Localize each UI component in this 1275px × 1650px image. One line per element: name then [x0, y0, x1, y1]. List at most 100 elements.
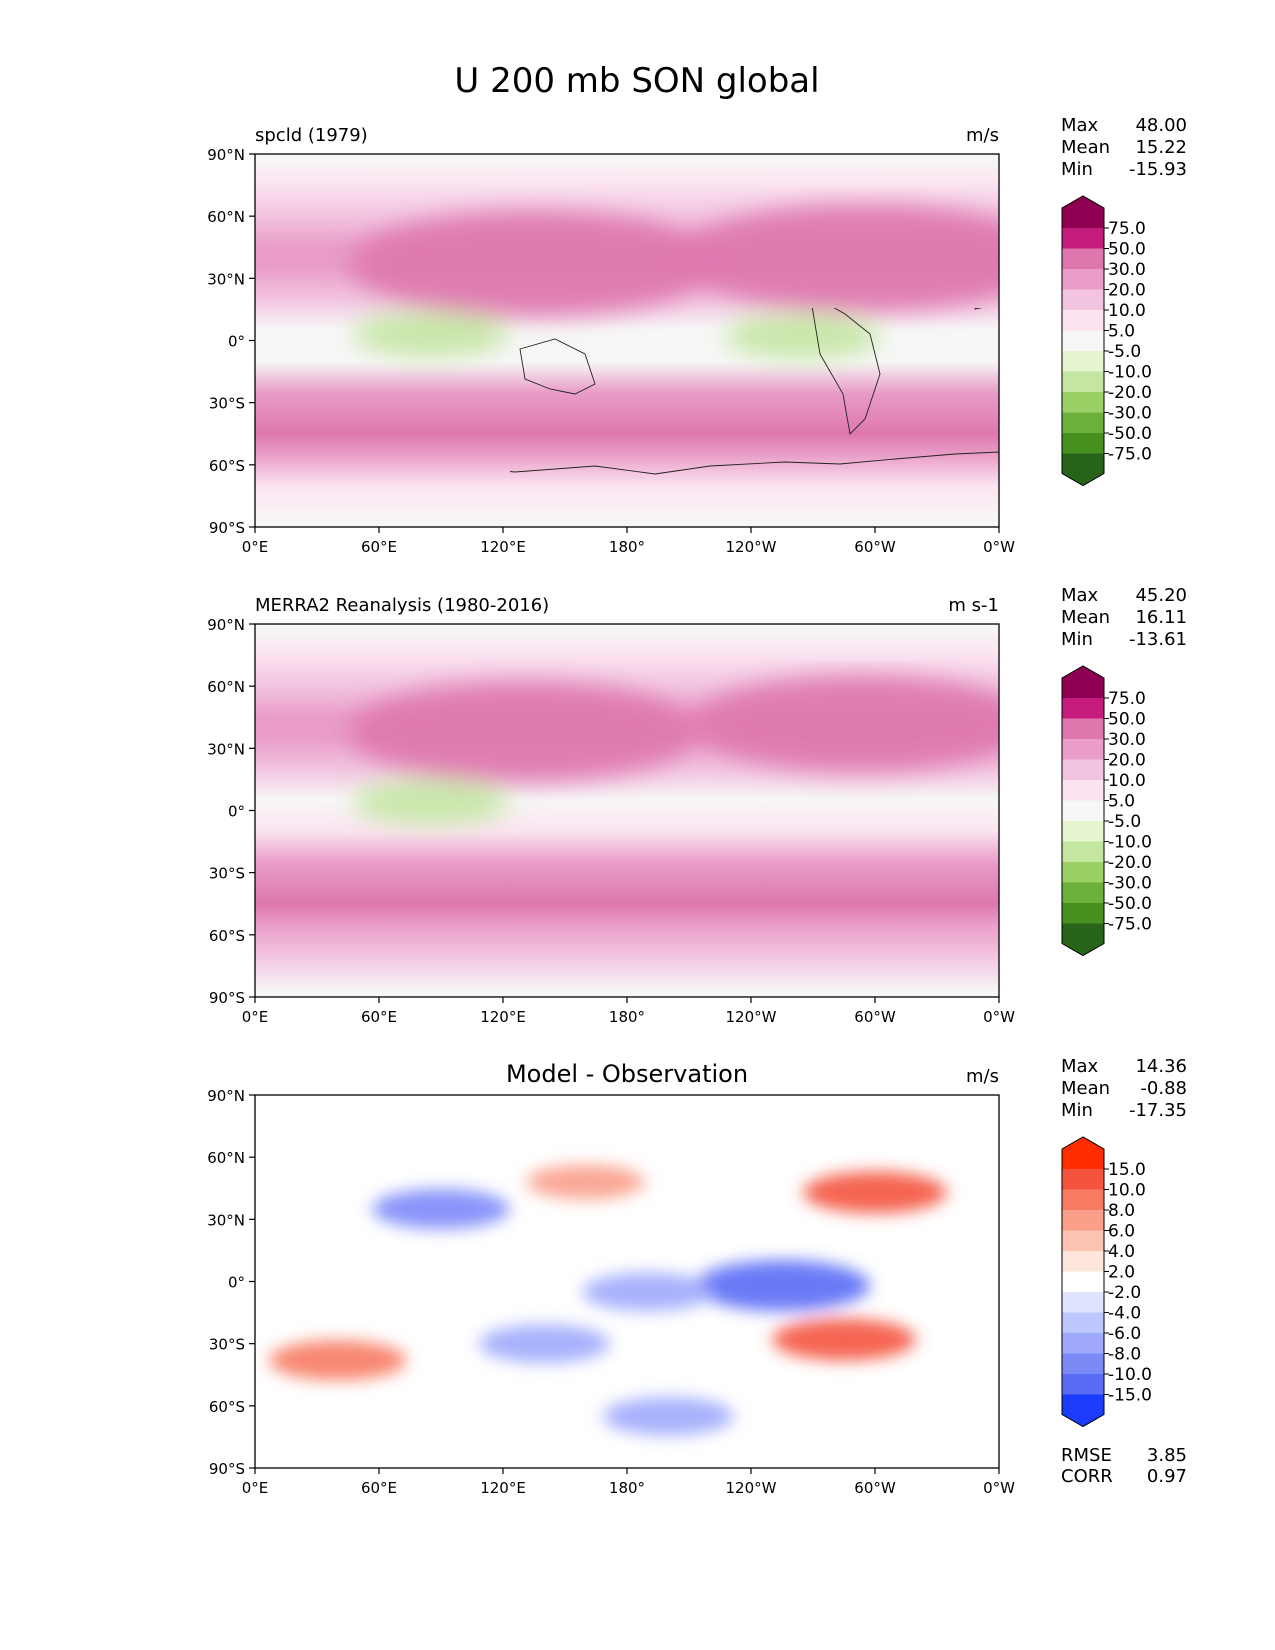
panel-units: m/s — [966, 1066, 999, 1087]
colorbar-tick-label: -50.0 — [1108, 894, 1152, 914]
x-tick-label: 120°E — [480, 1479, 526, 1497]
field-anomalies — [349, 675, 999, 826]
colorbar-segment — [1062, 248, 1104, 270]
x-tick-label: 60°E — [361, 1479, 397, 1497]
x-tick-label: 0°W — [983, 538, 1015, 556]
colorbar-extension-bottom — [1062, 453, 1104, 486]
stat-value-min: -17.35 — [1129, 1100, 1187, 1121]
colorbar-tick-label: 4.0 — [1108, 1242, 1135, 1262]
x-tick-label: 60°W — [854, 538, 896, 556]
x-tick-label: 180° — [609, 1008, 645, 1026]
colorbar-segment — [1062, 330, 1104, 352]
colorbar-tick-label: 30.0 — [1108, 730, 1146, 750]
y-tick-label: 0° — [228, 803, 245, 821]
stat-value-min: -13.61 — [1129, 629, 1187, 650]
x-tick-label: 60°W — [854, 1008, 896, 1026]
y-tick-label: 60°N — [207, 678, 245, 696]
anomaly-central-pacific-negative — [582, 1272, 714, 1312]
y-tick-label: 60°S — [209, 1398, 245, 1416]
panel-units: m/s — [966, 125, 999, 146]
panel-observation: MERRA2 Reanalysis (1980-2016) m s-1 90°N 60… — [207, 585, 1187, 1026]
colorbar-segment — [1062, 1251, 1104, 1272]
colorbar-segment — [1062, 1292, 1104, 1313]
colorbar-tick-label: 2.0 — [1108, 1263, 1135, 1283]
colorbar-tick-label: 20.0 — [1108, 751, 1146, 771]
colorbar-tick-label: -15.0 — [1108, 1386, 1152, 1406]
anomaly-indian-ocean-easterlies — [352, 311, 510, 358]
colorbar-tick-label: 10.0 — [1108, 771, 1146, 791]
colorbar-segment — [1062, 1312, 1104, 1334]
y-tick-label: 90°S — [209, 989, 245, 1007]
stat-value-min: -15.93 — [1129, 159, 1187, 180]
anomaly-north-atlantic-positive — [803, 1171, 947, 1214]
corr-value: 0.97 — [1147, 1466, 1187, 1487]
stat-label-max: Max — [1061, 1056, 1099, 1077]
y-tick-label: 90°N — [207, 616, 245, 634]
colorbar-tick-label: 6.0 — [1108, 1222, 1135, 1242]
colorbar: 75.050.030.020.010.05.0-5.0-10.0-20.0-30… — [1061, 665, 1152, 957]
colorbar-tick-label: 5.0 — [1108, 792, 1135, 812]
panel-difference: Model - Observation m/s 90°N 60°N 30°N 0° 30°S… — [207, 1056, 1187, 1497]
stat-label-min: Min — [1061, 629, 1093, 650]
x-tick-label: 120°W — [726, 1008, 777, 1026]
x-tick-label: 180° — [609, 1479, 645, 1497]
map-field — [255, 154, 999, 527]
map-field — [255, 624, 999, 997]
colorbar-extension-top — [1062, 1137, 1104, 1169]
colorbar-tick-label: 50.0 — [1108, 710, 1146, 730]
x-tick-label: 60°W — [854, 1479, 896, 1497]
x-tick-label: 180° — [609, 538, 645, 556]
x-tick-label: 0°W — [983, 1479, 1015, 1497]
stat-value-mean: 15.22 — [1135, 137, 1187, 158]
anomaly-indian-ocean-easterlies — [352, 779, 510, 826]
colorbar-tick-label: -8.0 — [1108, 1345, 1141, 1365]
colorbar-segment — [1062, 903, 1104, 924]
stat-label-max: Max — [1061, 115, 1099, 136]
colorbar-segment — [1062, 412, 1104, 434]
field-anomalies — [350, 204, 999, 360]
colorbar-segment — [1062, 269, 1104, 290]
colorbar-segment — [1062, 310, 1104, 331]
colorbar-tick-label: 15.0 — [1108, 1160, 1146, 1180]
anomaly-south-africa-positive — [268, 1340, 407, 1381]
x-tick-label: 0°E — [242, 538, 269, 556]
x-tick-label: 60°E — [361, 538, 397, 556]
colorbar-tick-label: 10.0 — [1108, 301, 1146, 321]
colorbar-tick-label: -2.0 — [1108, 1283, 1141, 1303]
colorbar-tick-label: -4.0 — [1108, 1304, 1141, 1324]
corr-label: CORR — [1061, 1466, 1113, 1487]
anomaly-asian-jet — [349, 681, 699, 782]
anomaly-east-pacific-equatorial-negative — [694, 1260, 870, 1312]
y-tick-label: 0° — [228, 1274, 245, 1292]
colorbar-tick-label: -75.0 — [1108, 915, 1152, 935]
stat-label-min: Min — [1061, 159, 1093, 180]
y-tick-label: 60°S — [209, 457, 245, 475]
stat-label-max: Max — [1061, 585, 1099, 606]
y-tick-label: 90°S — [209, 1460, 245, 1478]
anomaly-n-pacific-positive — [526, 1164, 645, 1200]
colorbar-tick-label: -5.0 — [1108, 342, 1141, 362]
panel-title: MERRA2 Reanalysis (1980-2016) — [255, 595, 549, 616]
colorbar-tick-label: -5.0 — [1108, 812, 1141, 832]
colorbar-segment — [1062, 1271, 1104, 1293]
colorbar-tick-label: -10.0 — [1108, 363, 1152, 383]
colorbar-tick-label: 8.0 — [1108, 1201, 1135, 1221]
y-tick-label: 30°N — [207, 1211, 245, 1229]
y-tick-label: 0° — [228, 333, 245, 351]
y-tick-label: 30°N — [207, 740, 245, 758]
colorbar-outline — [1061, 195, 1105, 487]
colorbar-tick-label: -10.0 — [1108, 833, 1152, 853]
colorbar-segment — [1062, 739, 1104, 760]
rmse-value: 3.85 — [1147, 1445, 1187, 1466]
anomaly-australia-negative — [478, 1324, 610, 1363]
stat-label-mean: Mean — [1061, 137, 1110, 158]
y-tick-label: 30°N — [207, 270, 245, 288]
colorbar: 15.010.08.06.04.02.0-2.0-4.0-6.0-8.0-10.… — [1061, 1136, 1152, 1428]
stat-value-max: 14.36 — [1135, 1056, 1187, 1077]
panel-model: spcld (1979) m/s 90°N 60°N 30°N 0° 30°S 60°S 90°… — [207, 115, 1187, 556]
panel-title: spcld (1979) — [255, 125, 368, 146]
colorbar-segment — [1062, 351, 1104, 372]
colorbar-segment — [1062, 780, 1104, 801]
colorbar-tick-label: 50.0 — [1108, 240, 1146, 260]
